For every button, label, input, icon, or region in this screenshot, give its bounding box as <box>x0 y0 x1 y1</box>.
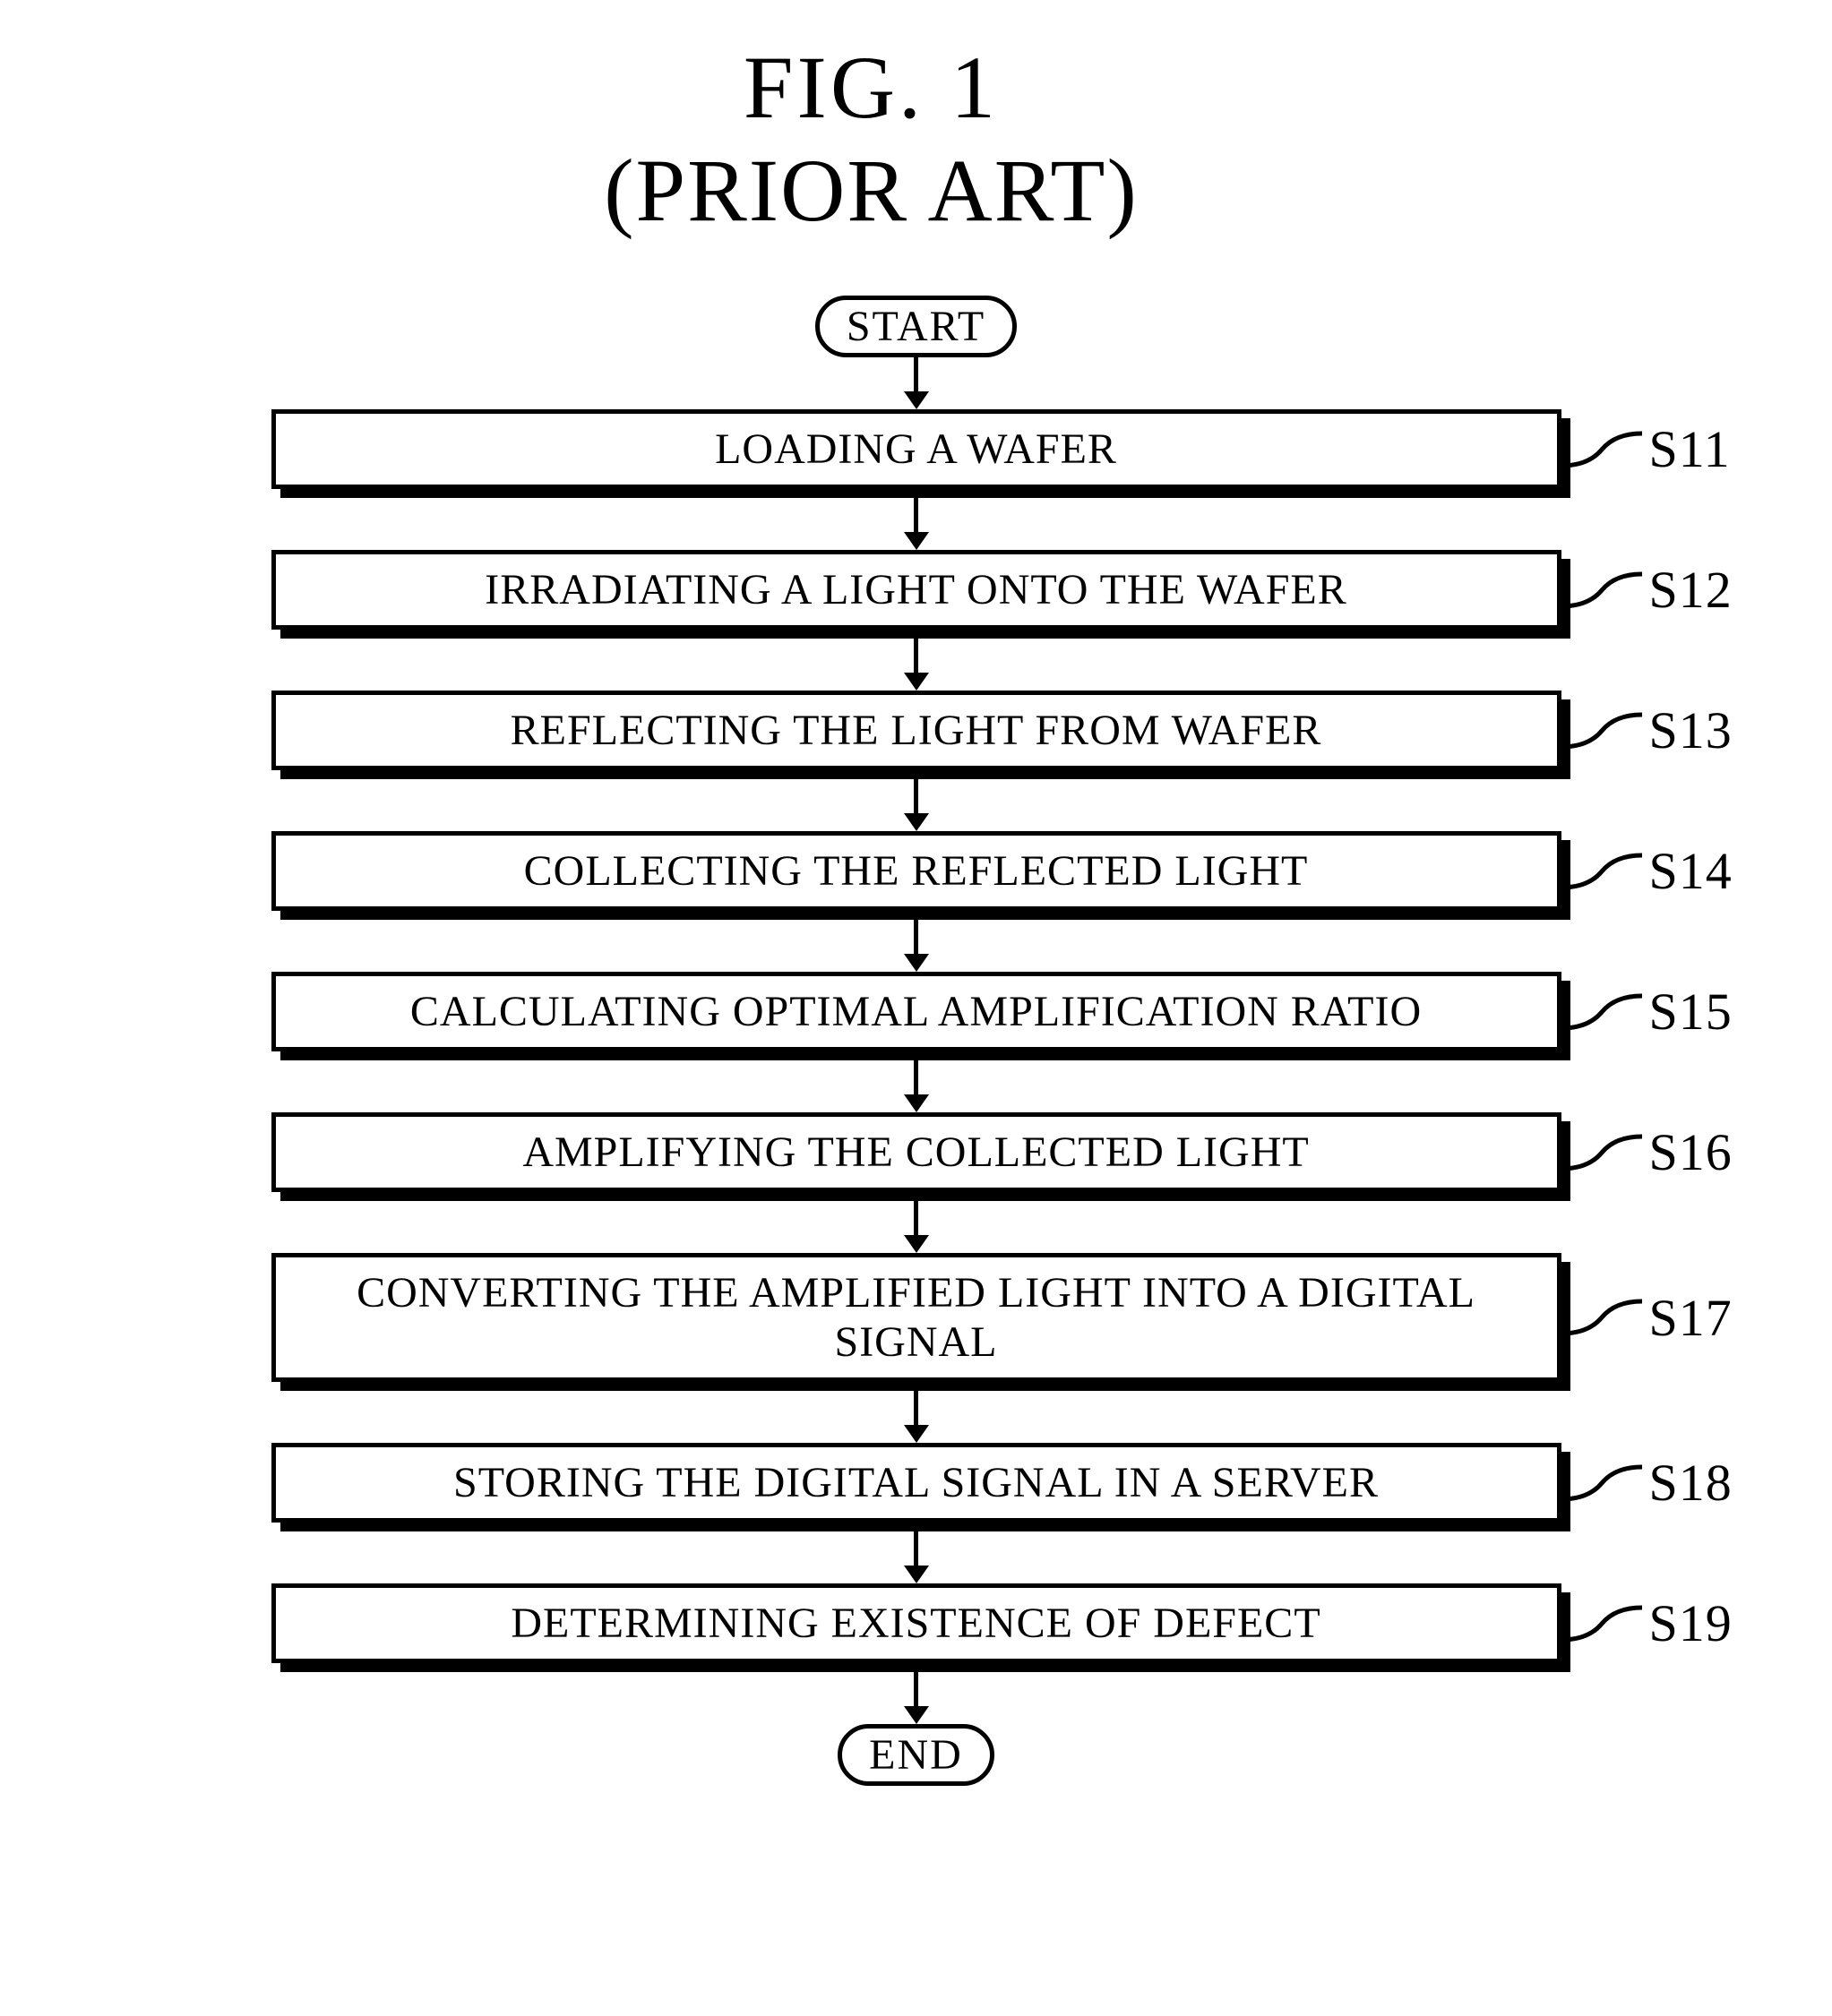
step-box-wrap: AMPLIFYING THE COLLECTED LIGHT <box>271 1112 1561 1192</box>
connector-curve-icon <box>1561 1456 1642 1510</box>
step-label-connector: S13 <box>1561 700 1733 760</box>
step-row: CALCULATING OPTIMAL AMPLIFICATION RATIO S… <box>65 972 1767 1051</box>
arrow-icon <box>904 920 929 972</box>
step-label-connector: S14 <box>1561 841 1733 901</box>
step-label-connector: S18 <box>1561 1453 1733 1513</box>
step-label: S15 <box>1649 982 1733 1042</box>
step-box: LOADING A WAFER <box>271 409 1561 489</box>
figure-container: FIG. 1 (PRIOR ART) START LOADING A WAFER… <box>65 36 1767 1786</box>
step-label: S12 <box>1649 560 1733 620</box>
step-row: LOADING A WAFER S11 <box>65 409 1767 489</box>
figure-title: FIG. 1 <box>0 36 1767 139</box>
step-label: S13 <box>1649 700 1733 760</box>
arrow-icon <box>904 1201 929 1253</box>
step-row: CONVERTING THE AMPLIFIED LIGHT INTO A DI… <box>65 1253 1767 1382</box>
step-box: AMPLIFYING THE COLLECTED LIGHT <box>271 1112 1561 1192</box>
connector-curve-icon <box>1561 1291 1642 1344</box>
step-box-wrap: COLLECTING THE REFLECTED LIGHT <box>271 831 1561 911</box>
step-row: AMPLIFYING THE COLLECTED LIGHT S16 <box>65 1112 1767 1192</box>
step-row: DETERMINING EXISTENCE OF DEFECT S19 <box>65 1583 1767 1663</box>
step-box-wrap: CALCULATING OPTIMAL AMPLIFICATION RATIO <box>271 972 1561 1051</box>
step-label: S16 <box>1649 1122 1733 1182</box>
arrow-icon <box>904 1672 929 1724</box>
step-label: S14 <box>1649 841 1733 901</box>
step-box-wrap: LOADING A WAFER <box>271 409 1561 489</box>
step-label: S17 <box>1649 1288 1733 1348</box>
arrow-icon <box>904 1391 929 1443</box>
arrow-icon <box>904 498 929 550</box>
arrow-icon <box>904 779 929 831</box>
flowchart: START LOADING A WAFER S11 IRRADIATING A LI… <box>65 296 1767 1786</box>
arrow-icon <box>904 1531 929 1583</box>
step-label: S19 <box>1649 1593 1733 1653</box>
step-box-wrap: STORING THE DIGITAL SIGNAL IN A SERVER <box>271 1443 1561 1523</box>
step-box: CONVERTING THE AMPLIFIED LIGHT INTO A DI… <box>271 1253 1561 1382</box>
connector-curve-icon <box>1561 845 1642 898</box>
connector-curve-icon <box>1561 563 1642 617</box>
connector-curve-icon <box>1561 423 1642 476</box>
step-label: S11 <box>1649 419 1731 479</box>
step-row: STORING THE DIGITAL SIGNAL IN A SERVER S1… <box>65 1443 1767 1523</box>
step-box: IRRADIATING A LIGHT ONTO THE WAFER <box>271 550 1561 630</box>
connector-curve-icon <box>1561 1126 1642 1180</box>
arrow-icon <box>904 639 929 691</box>
step-box-wrap: IRRADIATING A LIGHT ONTO THE WAFER <box>271 550 1561 630</box>
connector-curve-icon <box>1561 985 1642 1039</box>
step-box: CALCULATING OPTIMAL AMPLIFICATION RATIO <box>271 972 1561 1051</box>
start-terminal: START <box>815 296 1017 357</box>
step-box-wrap: REFLECTING THE LIGHT FROM WAFER <box>271 691 1561 770</box>
step-box: REFLECTING THE LIGHT FROM WAFER <box>271 691 1561 770</box>
step-row: IRRADIATING A LIGHT ONTO THE WAFER S12 <box>65 550 1767 630</box>
step-label-connector: S11 <box>1561 419 1731 479</box>
step-label-connector: S17 <box>1561 1288 1733 1348</box>
figure-subtitle: (PRIOR ART) <box>0 139 1767 242</box>
step-label-connector: S19 <box>1561 1593 1733 1653</box>
connector-curve-icon <box>1561 704 1642 758</box>
connector-curve-icon <box>1561 1597 1642 1651</box>
arrow-icon <box>904 1060 929 1112</box>
step-label-connector: S12 <box>1561 560 1733 620</box>
step-row: COLLECTING THE REFLECTED LIGHT S14 <box>65 831 1767 911</box>
step-label-connector: S15 <box>1561 982 1733 1042</box>
end-terminal: END <box>838 1724 994 1786</box>
step-box: STORING THE DIGITAL SIGNAL IN A SERVER <box>271 1443 1561 1523</box>
step-label-connector: S16 <box>1561 1122 1733 1182</box>
title-block: FIG. 1 (PRIOR ART) <box>0 36 1767 242</box>
step-box-wrap: CONVERTING THE AMPLIFIED LIGHT INTO A DI… <box>271 1253 1561 1382</box>
step-box: COLLECTING THE REFLECTED LIGHT <box>271 831 1561 911</box>
arrow-icon <box>904 357 929 409</box>
step-row: REFLECTING THE LIGHT FROM WAFER S13 <box>65 691 1767 770</box>
step-label: S18 <box>1649 1453 1733 1513</box>
step-box: DETERMINING EXISTENCE OF DEFECT <box>271 1583 1561 1663</box>
step-box-wrap: DETERMINING EXISTENCE OF DEFECT <box>271 1583 1561 1663</box>
